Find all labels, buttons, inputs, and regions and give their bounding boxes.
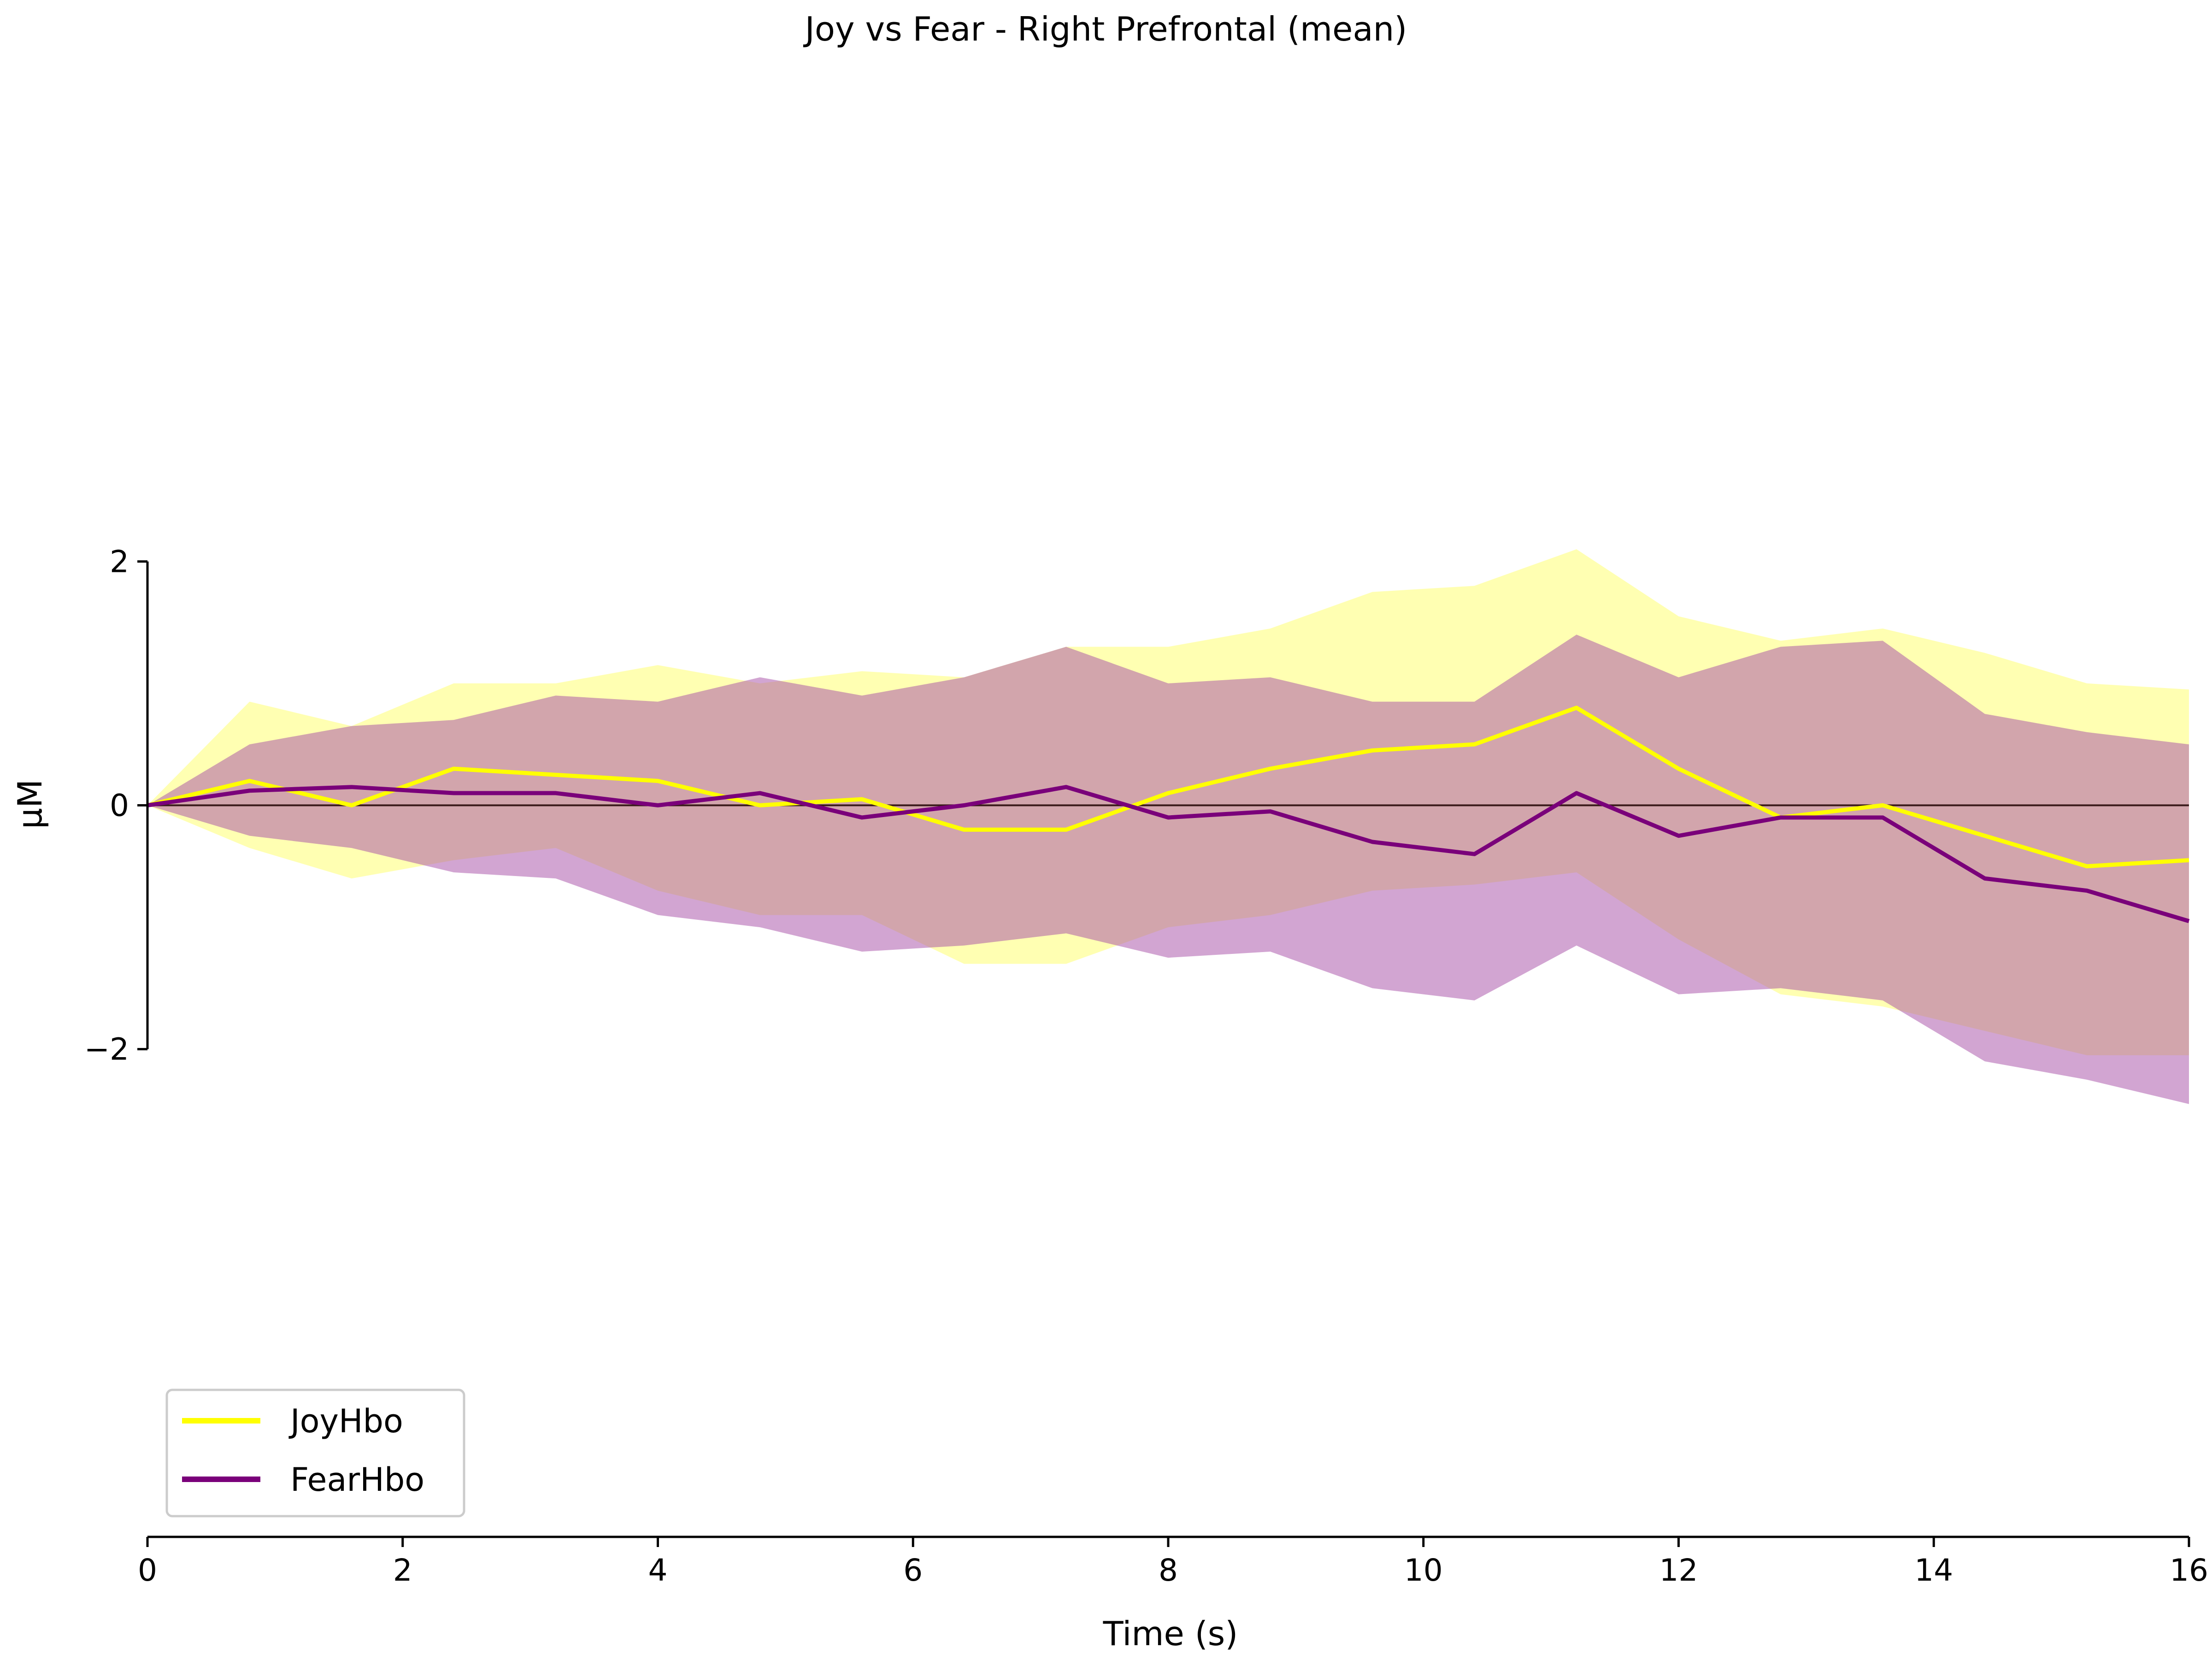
y-tick-label: 2 (110, 544, 129, 579)
x-tick-label: 14 (1914, 1553, 1953, 1588)
x-tick-label: 16 (2170, 1553, 2208, 1588)
x-axis: 0 2 4 6 8 10 12 14 16 (138, 1535, 2208, 1588)
series-line-fearhbo (147, 785, 2190, 924)
x-tick-label: 4 (648, 1553, 668, 1588)
x-tick-label: 0 (138, 1553, 157, 1588)
legend-label-fearhbo: FearHbo (290, 1461, 424, 1499)
x-tick-label: 12 (1659, 1553, 1698, 1588)
series-lines (147, 706, 2190, 924)
legend: JoyHbo FearHbo (165, 1388, 465, 1518)
y-tick-label: −2 (84, 1032, 129, 1067)
band-fearhbo (147, 635, 2189, 1104)
y-axis: −2 0 2 (84, 544, 149, 1067)
y-tick-label: 0 (110, 788, 129, 824)
x-tick-label: 6 (903, 1553, 923, 1588)
legend-label-joyhbo: JoyHbo (288, 1402, 403, 1440)
x-tick-label: 10 (1404, 1553, 1443, 1588)
y-axis-label: µM (11, 779, 49, 829)
x-tick-label: 2 (393, 1553, 412, 1588)
series-line-joyhbo (147, 706, 2189, 869)
confidence-bands (147, 549, 2189, 1104)
x-tick-label: 8 (1159, 1553, 1178, 1588)
x-axis-label: Time (s) (1103, 1614, 1238, 1653)
chart-title: Joy vs Fear - Right Prefrontal (mean) (803, 10, 1407, 48)
